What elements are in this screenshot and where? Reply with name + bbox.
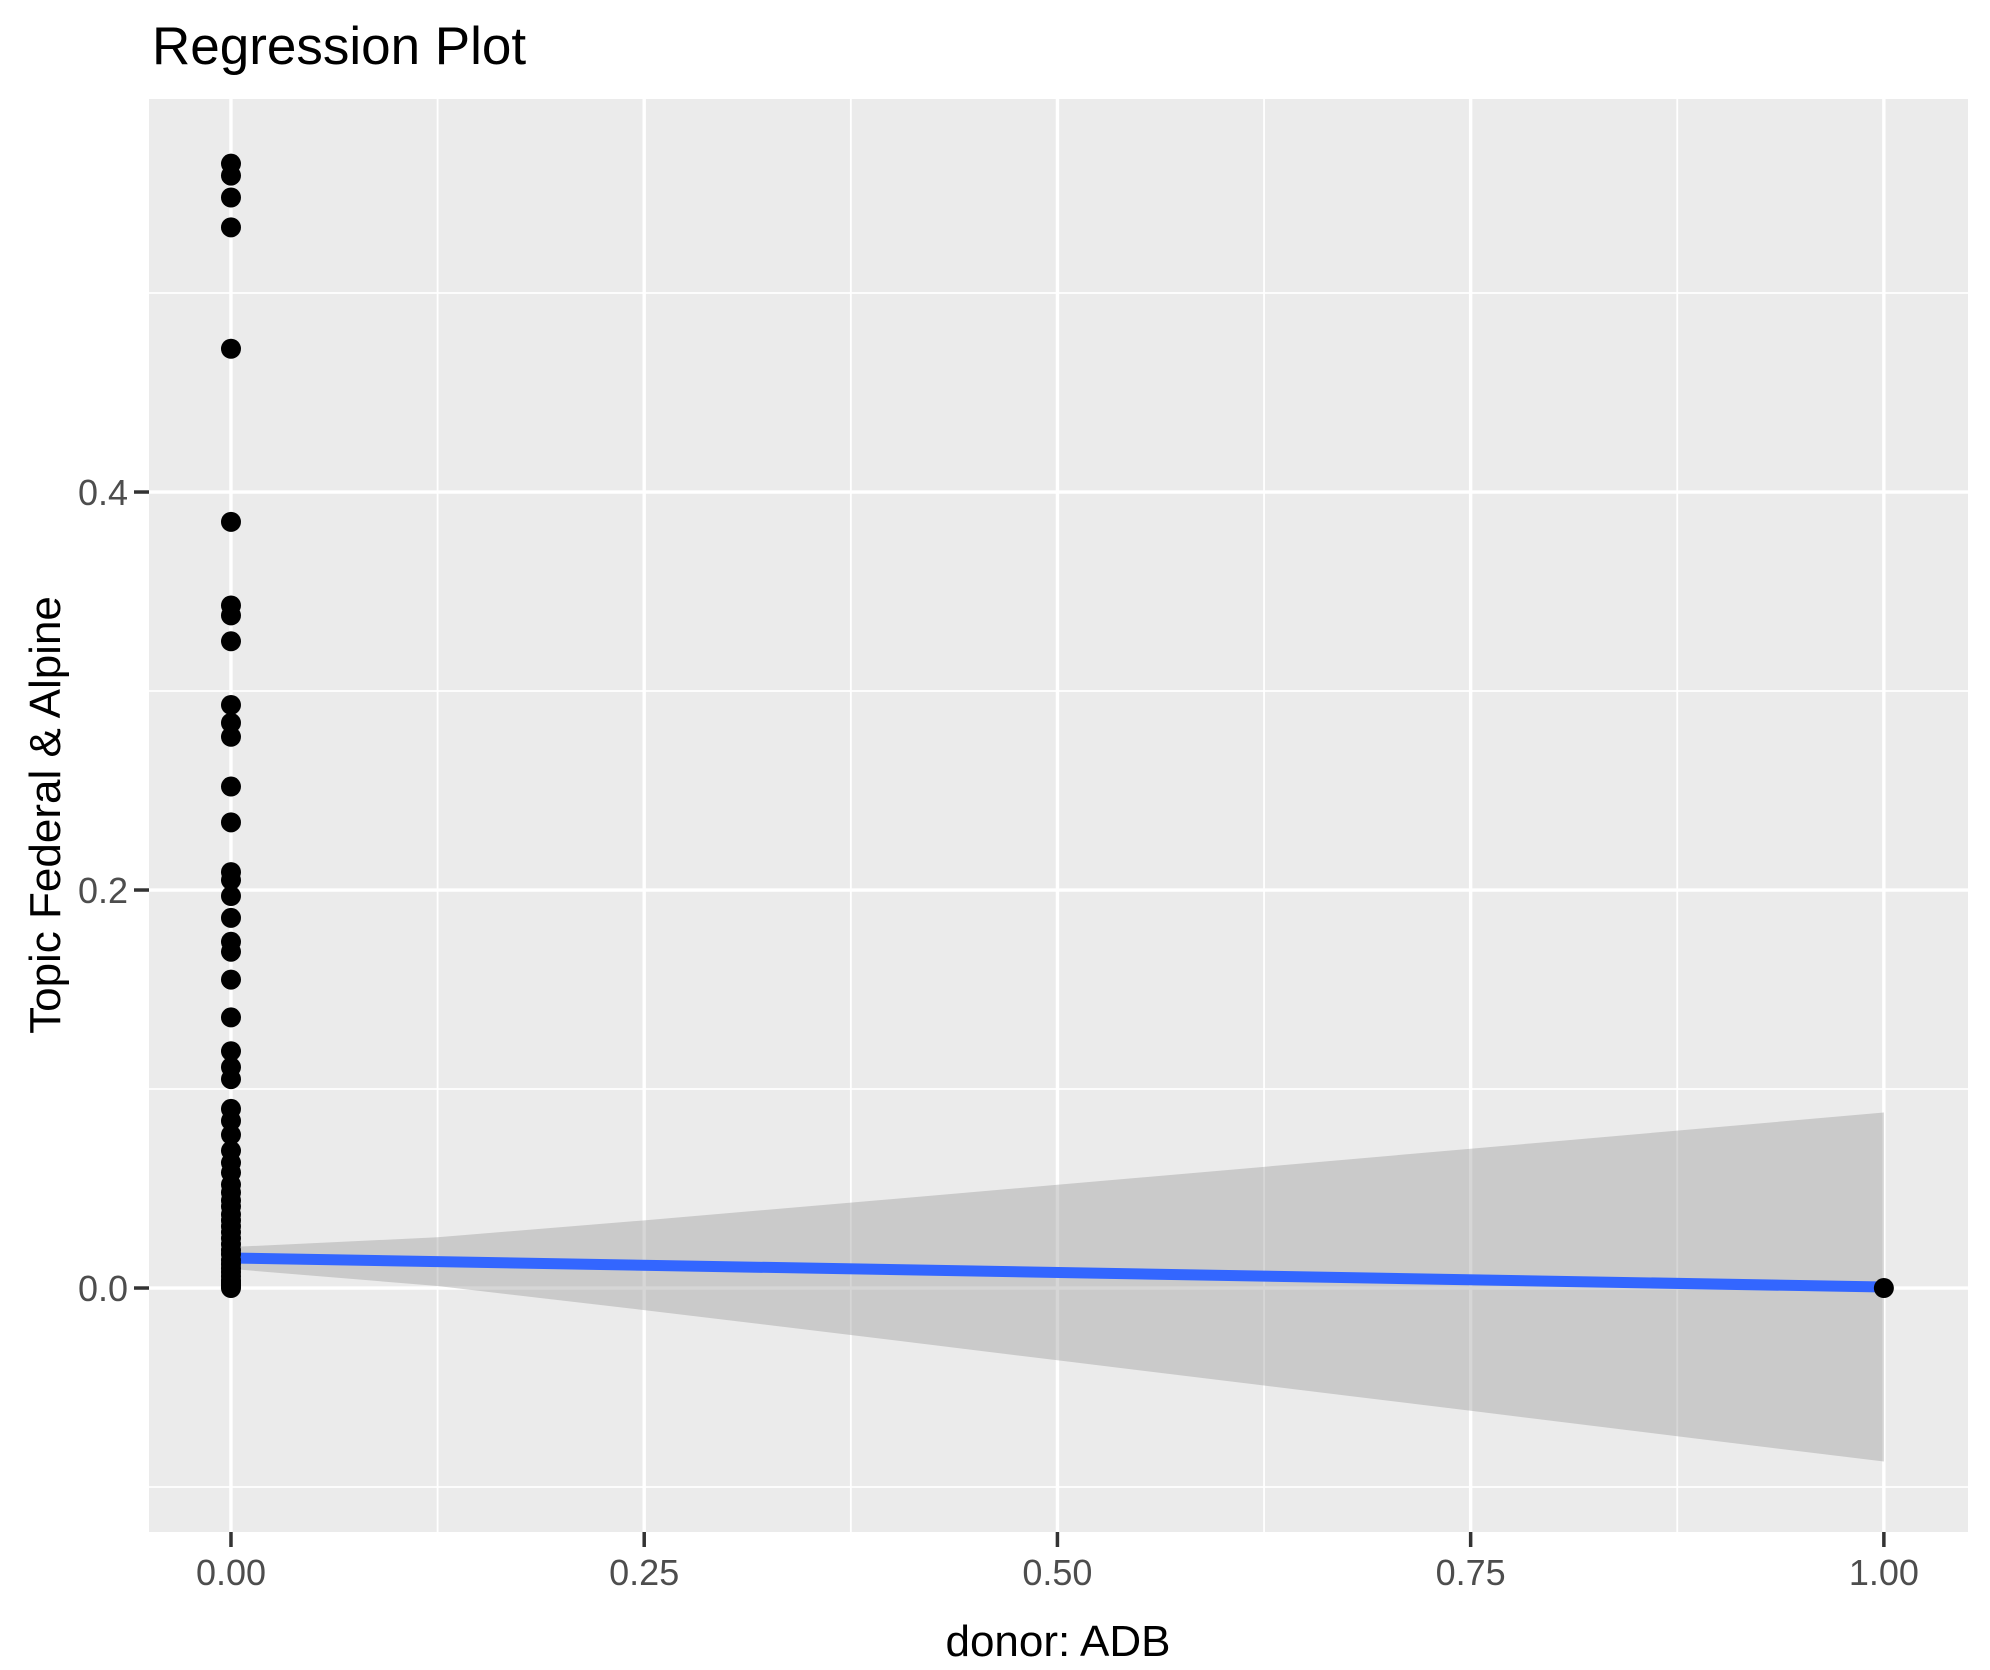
scatter-point [220, 338, 241, 359]
scatter-point [220, 217, 241, 238]
y-tick-label: 0.0 [78, 1268, 128, 1309]
scatter-point [220, 812, 241, 833]
regression-line-layer [230, 1252, 1884, 1293]
scatter-point [220, 1041, 241, 1062]
y-tick-label: 0.4 [78, 472, 128, 513]
x-tick-label: 0.00 [196, 1552, 266, 1593]
scatter-point [220, 1124, 241, 1145]
scatter-points-layer [220, 153, 1894, 1299]
y-tick-label: 0.2 [78, 870, 128, 911]
confidence-band-layer [230, 1112, 1884, 1462]
scatter-point [220, 187, 241, 208]
scatter-point [220, 870, 241, 891]
x-tick-label: 0.25 [609, 1552, 679, 1593]
x-tick-label: 0.50 [1022, 1552, 1092, 1593]
scatter-point [220, 1110, 241, 1131]
scatter-point [1873, 1278, 1894, 1299]
scatter-point [220, 1278, 241, 1299]
scatter-point [220, 726, 241, 747]
scatter-point [220, 712, 241, 733]
x-axis-tick-labels: 0.00 0.25 0.50 0.75 1.00 [196, 1552, 1919, 1593]
scatter-point [220, 969, 241, 990]
x-axis-title: donor: ADB [945, 1617, 1170, 1665]
scatter-point [220, 907, 241, 928]
x-axis-ticks [229, 1532, 1886, 1547]
plot-title: Regression Plot [152, 17, 526, 76]
confidence-band [230, 1112, 1884, 1462]
scatter-point [220, 165, 241, 186]
scatter-point [220, 631, 241, 652]
scatter-point [220, 885, 241, 906]
scatter-point [220, 511, 241, 532]
scatter-point [220, 605, 241, 626]
y-axis-tick-labels: 0.0 0.2 0.4 [78, 472, 128, 1309]
x-tick-label: 1.00 [1849, 1552, 1919, 1593]
scatter-point [220, 941, 241, 962]
regression-line [230, 1252, 1884, 1293]
scatter-point [220, 1007, 241, 1028]
y-axis-title: Topic Federal & Alpine [21, 596, 70, 1034]
y-axis-ticks [134, 490, 149, 1290]
scatter-point [220, 694, 241, 715]
scatter-point [220, 1069, 241, 1090]
scatter-point [220, 776, 241, 797]
x-tick-label: 0.75 [1436, 1552, 1506, 1593]
